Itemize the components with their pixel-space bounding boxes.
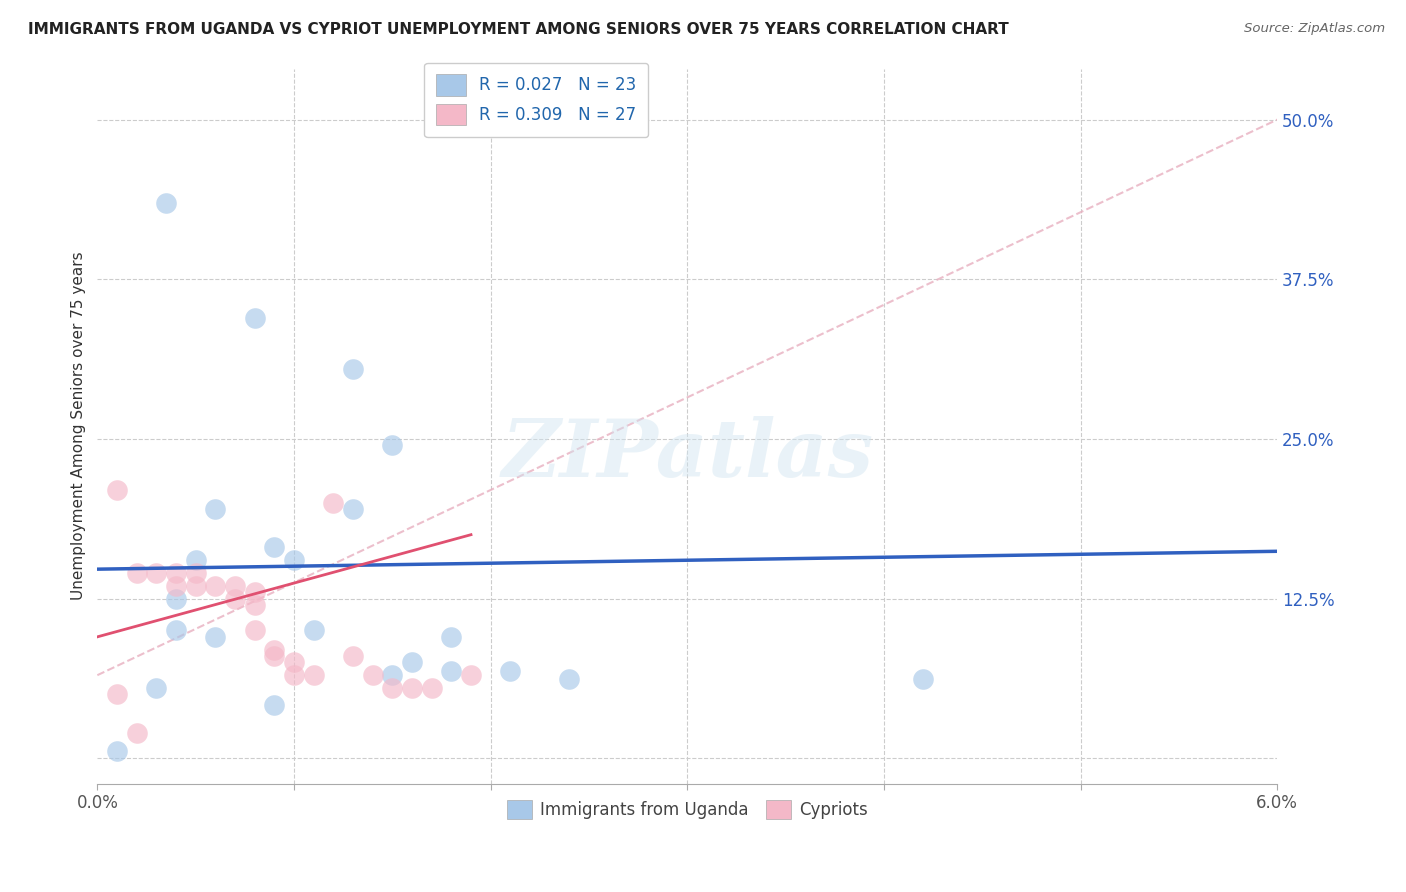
Point [401, 681, 423, 695]
Point [420, 681, 443, 695]
Point [263, 541, 285, 555]
Point [283, 668, 305, 682]
Point [204, 579, 226, 593]
Point [224, 591, 246, 606]
Point [381, 438, 404, 452]
Point [342, 502, 364, 516]
Point [184, 566, 207, 580]
Point [558, 672, 581, 686]
Point [460, 668, 482, 682]
Point [440, 630, 463, 644]
Point [204, 502, 226, 516]
Point [322, 496, 344, 510]
Point [283, 656, 305, 670]
Point [105, 483, 128, 497]
Point [302, 624, 325, 638]
Point [165, 591, 187, 606]
Point [342, 648, 364, 663]
Point [912, 672, 935, 686]
Point [145, 681, 167, 695]
Point [361, 668, 384, 682]
Point [204, 630, 226, 644]
Y-axis label: Unemployment Among Seniors over 75 years: Unemployment Among Seniors over 75 years [72, 252, 86, 600]
Point [283, 553, 305, 567]
Point [342, 361, 364, 376]
Point [243, 624, 266, 638]
Point [401, 656, 423, 670]
Point [302, 668, 325, 682]
Point [440, 665, 463, 679]
Point [125, 725, 148, 739]
Text: IMMIGRANTS FROM UGANDA VS CYPRIOT UNEMPLOYMENT AMONG SENIORS OVER 75 YEARS CORRE: IMMIGRANTS FROM UGANDA VS CYPRIOT UNEMPL… [28, 22, 1010, 37]
Point [243, 310, 266, 325]
Point [165, 579, 187, 593]
Point [224, 579, 246, 593]
Point [165, 566, 187, 580]
Point [145, 566, 167, 580]
Text: ZIPatlas: ZIPatlas [502, 416, 873, 493]
Point [105, 743, 128, 757]
Legend: Immigrants from Uganda, Cypriots: Immigrants from Uganda, Cypriots [501, 793, 875, 825]
Text: Source: ZipAtlas.com: Source: ZipAtlas.com [1244, 22, 1385, 36]
Point [184, 553, 207, 567]
Point [243, 598, 266, 612]
Point [263, 648, 285, 663]
Point [165, 624, 187, 638]
Point [381, 681, 404, 695]
Point [125, 566, 148, 580]
Point [499, 665, 522, 679]
Point [263, 642, 285, 657]
Point [381, 668, 404, 682]
Point [263, 698, 285, 712]
Point [155, 195, 177, 210]
Point [105, 687, 128, 701]
Point [243, 585, 266, 599]
Point [184, 579, 207, 593]
